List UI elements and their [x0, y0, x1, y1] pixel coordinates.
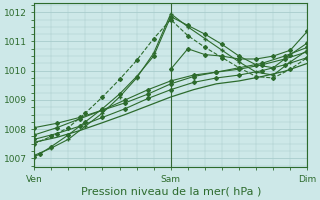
X-axis label: Pression niveau de la mer( hPa ): Pression niveau de la mer( hPa ) [81, 187, 261, 197]
